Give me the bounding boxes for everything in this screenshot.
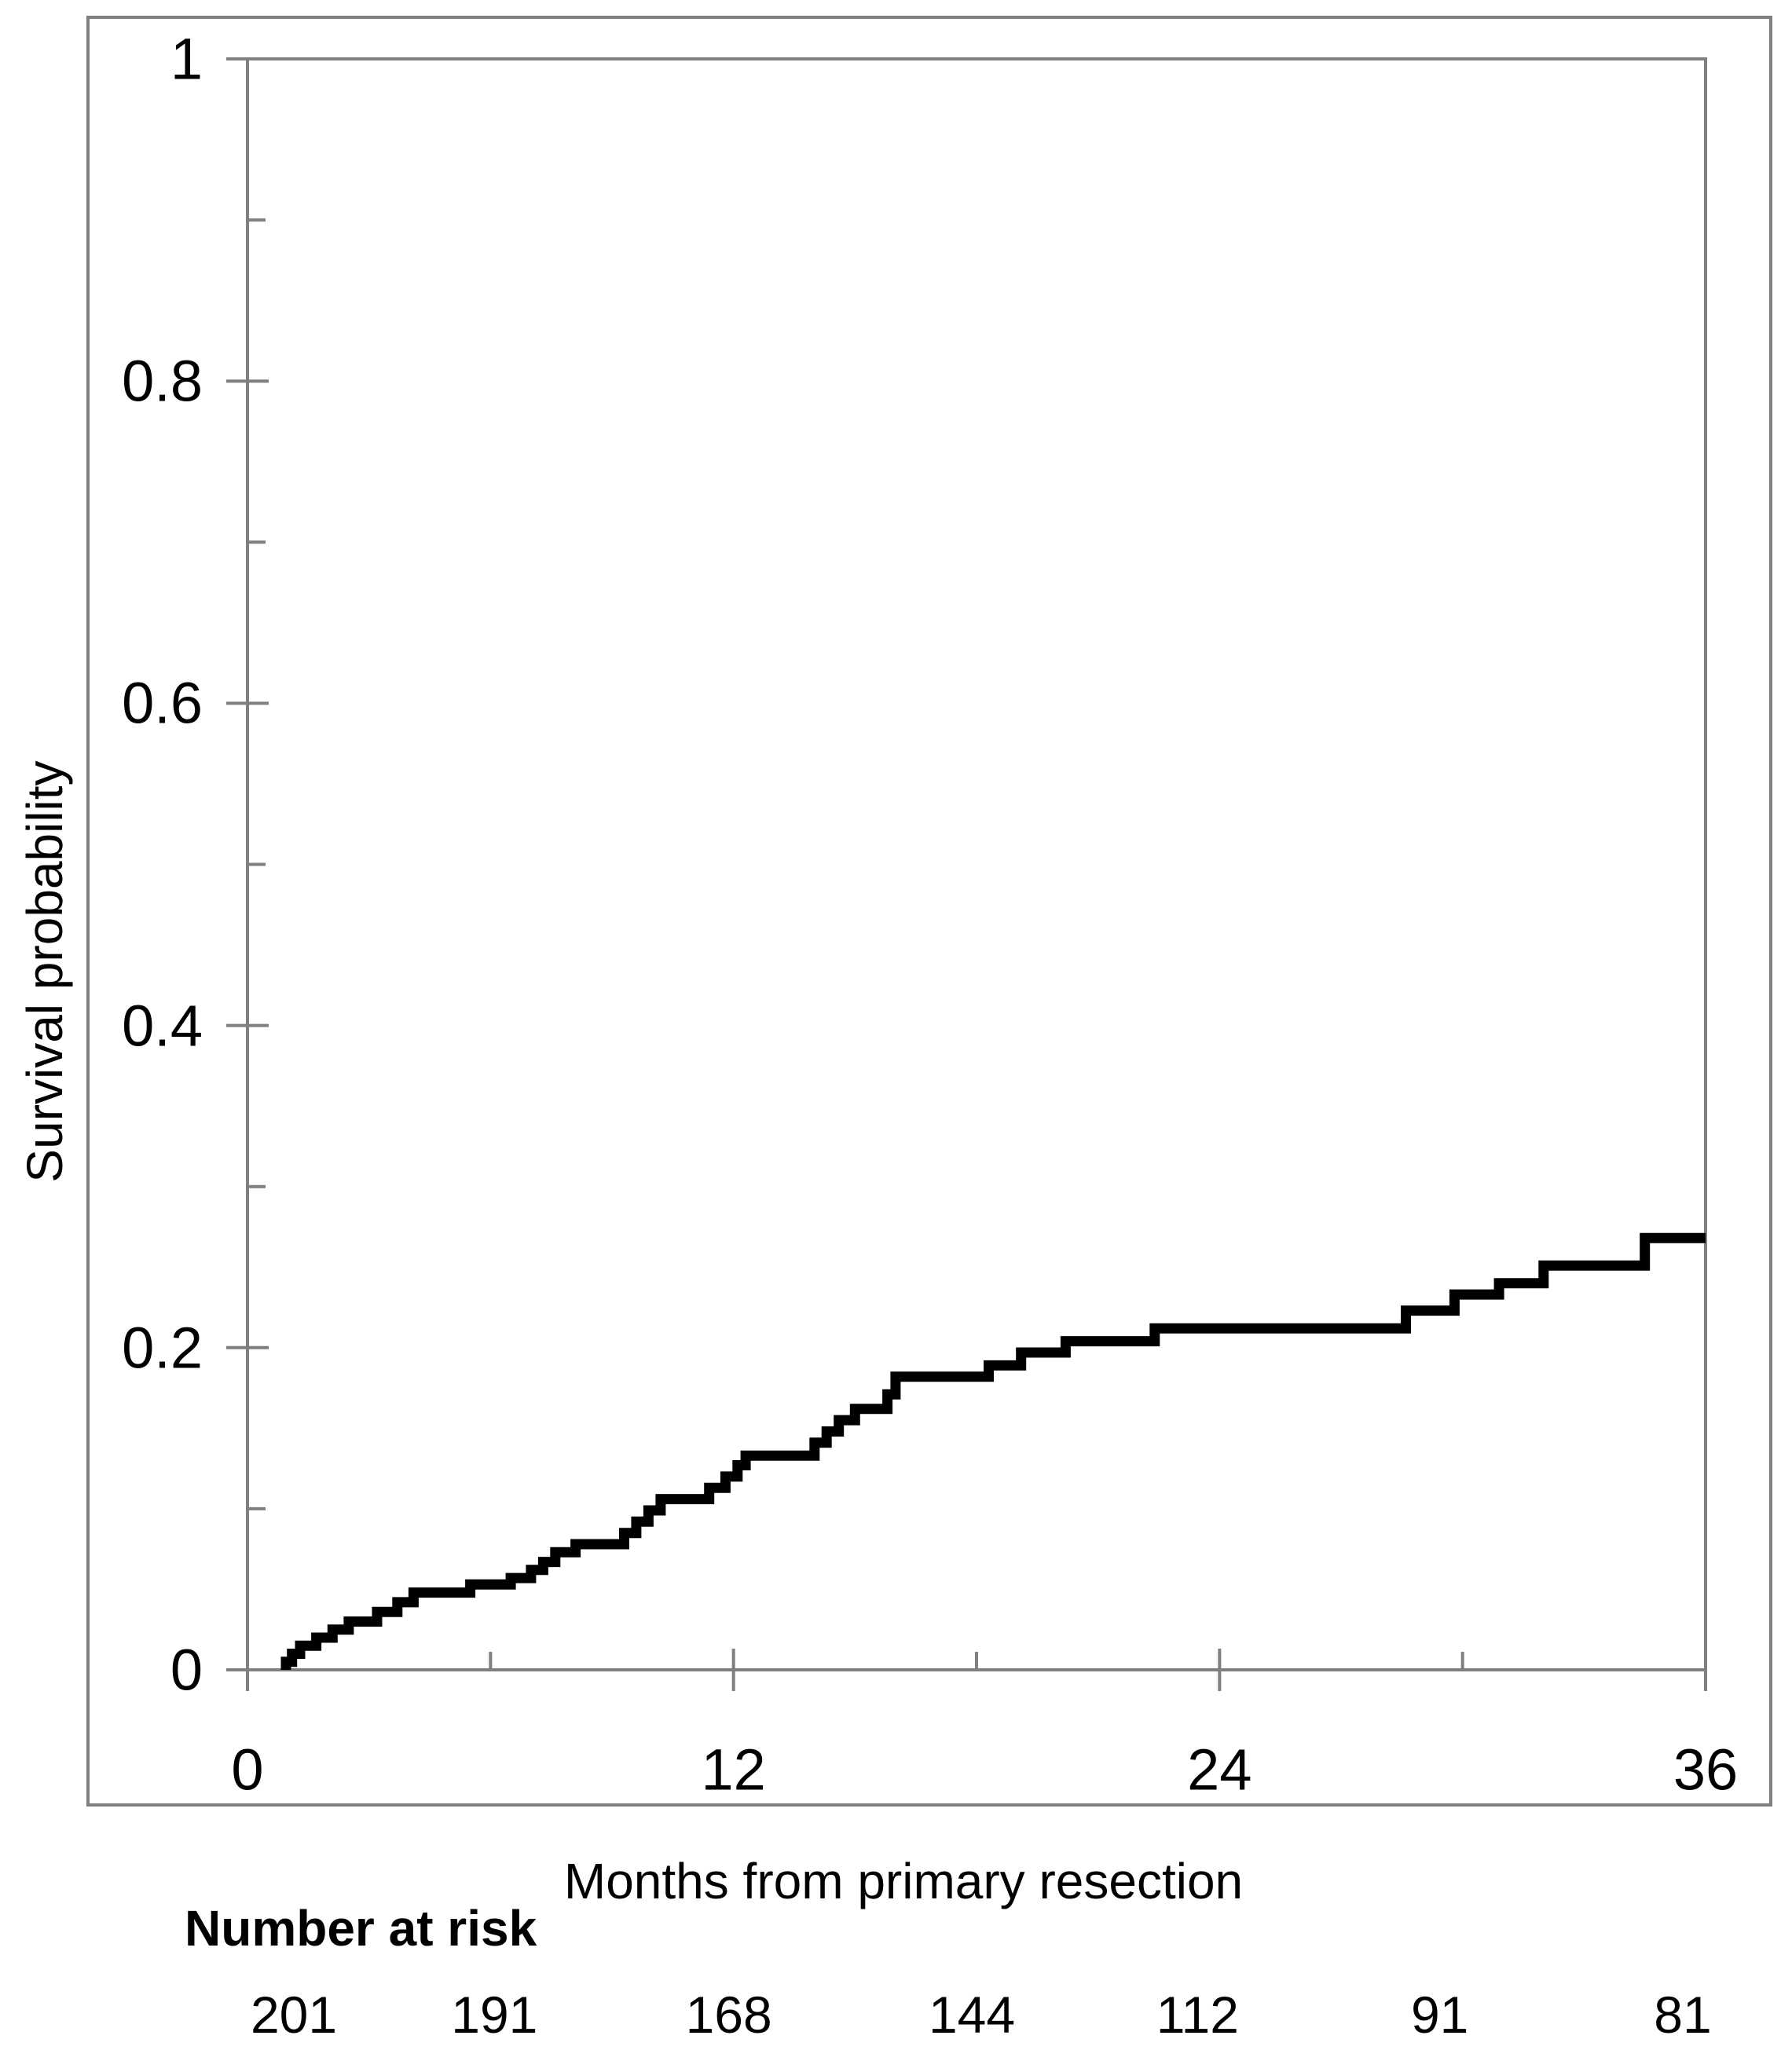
number-at-risk-value: 201 [250, 1986, 338, 2044]
number-at-risk-value: 91 [1410, 1986, 1469, 2044]
number-at-risk-value: 168 [685, 1986, 772, 2044]
x-tick-label: 36 [1673, 1737, 1739, 1803]
figure-border [86, 16, 1772, 1807]
y-tick-label: 1 [170, 26, 203, 92]
y-tick-label: 0.6 [122, 670, 203, 736]
number-at-risk-value: 112 [1156, 1986, 1239, 2044]
number-at-risk-label: Number at risk [185, 1900, 537, 1957]
survival-curve [280, 1232, 1706, 1670]
plot-box [246, 57, 1707, 1671]
y-tick-label: 0.8 [122, 348, 203, 414]
y-tick-label: 0 [170, 1637, 203, 1703]
x-tick-label: 0 [231, 1737, 264, 1803]
number-at-risk-value: 144 [928, 1986, 1016, 2044]
x-axis-title: Months from primary resection [563, 1853, 1244, 1909]
number-at-risk-value: 81 [1654, 1986, 1712, 2044]
x-tick-label: 24 [1187, 1737, 1252, 1803]
x-tick-label: 12 [701, 1737, 766, 1803]
y-tick-label: 0.2 [122, 1315, 203, 1381]
number-at-risk-value: 191 [451, 1986, 538, 2044]
y-tick-label: 0.4 [122, 993, 203, 1059]
